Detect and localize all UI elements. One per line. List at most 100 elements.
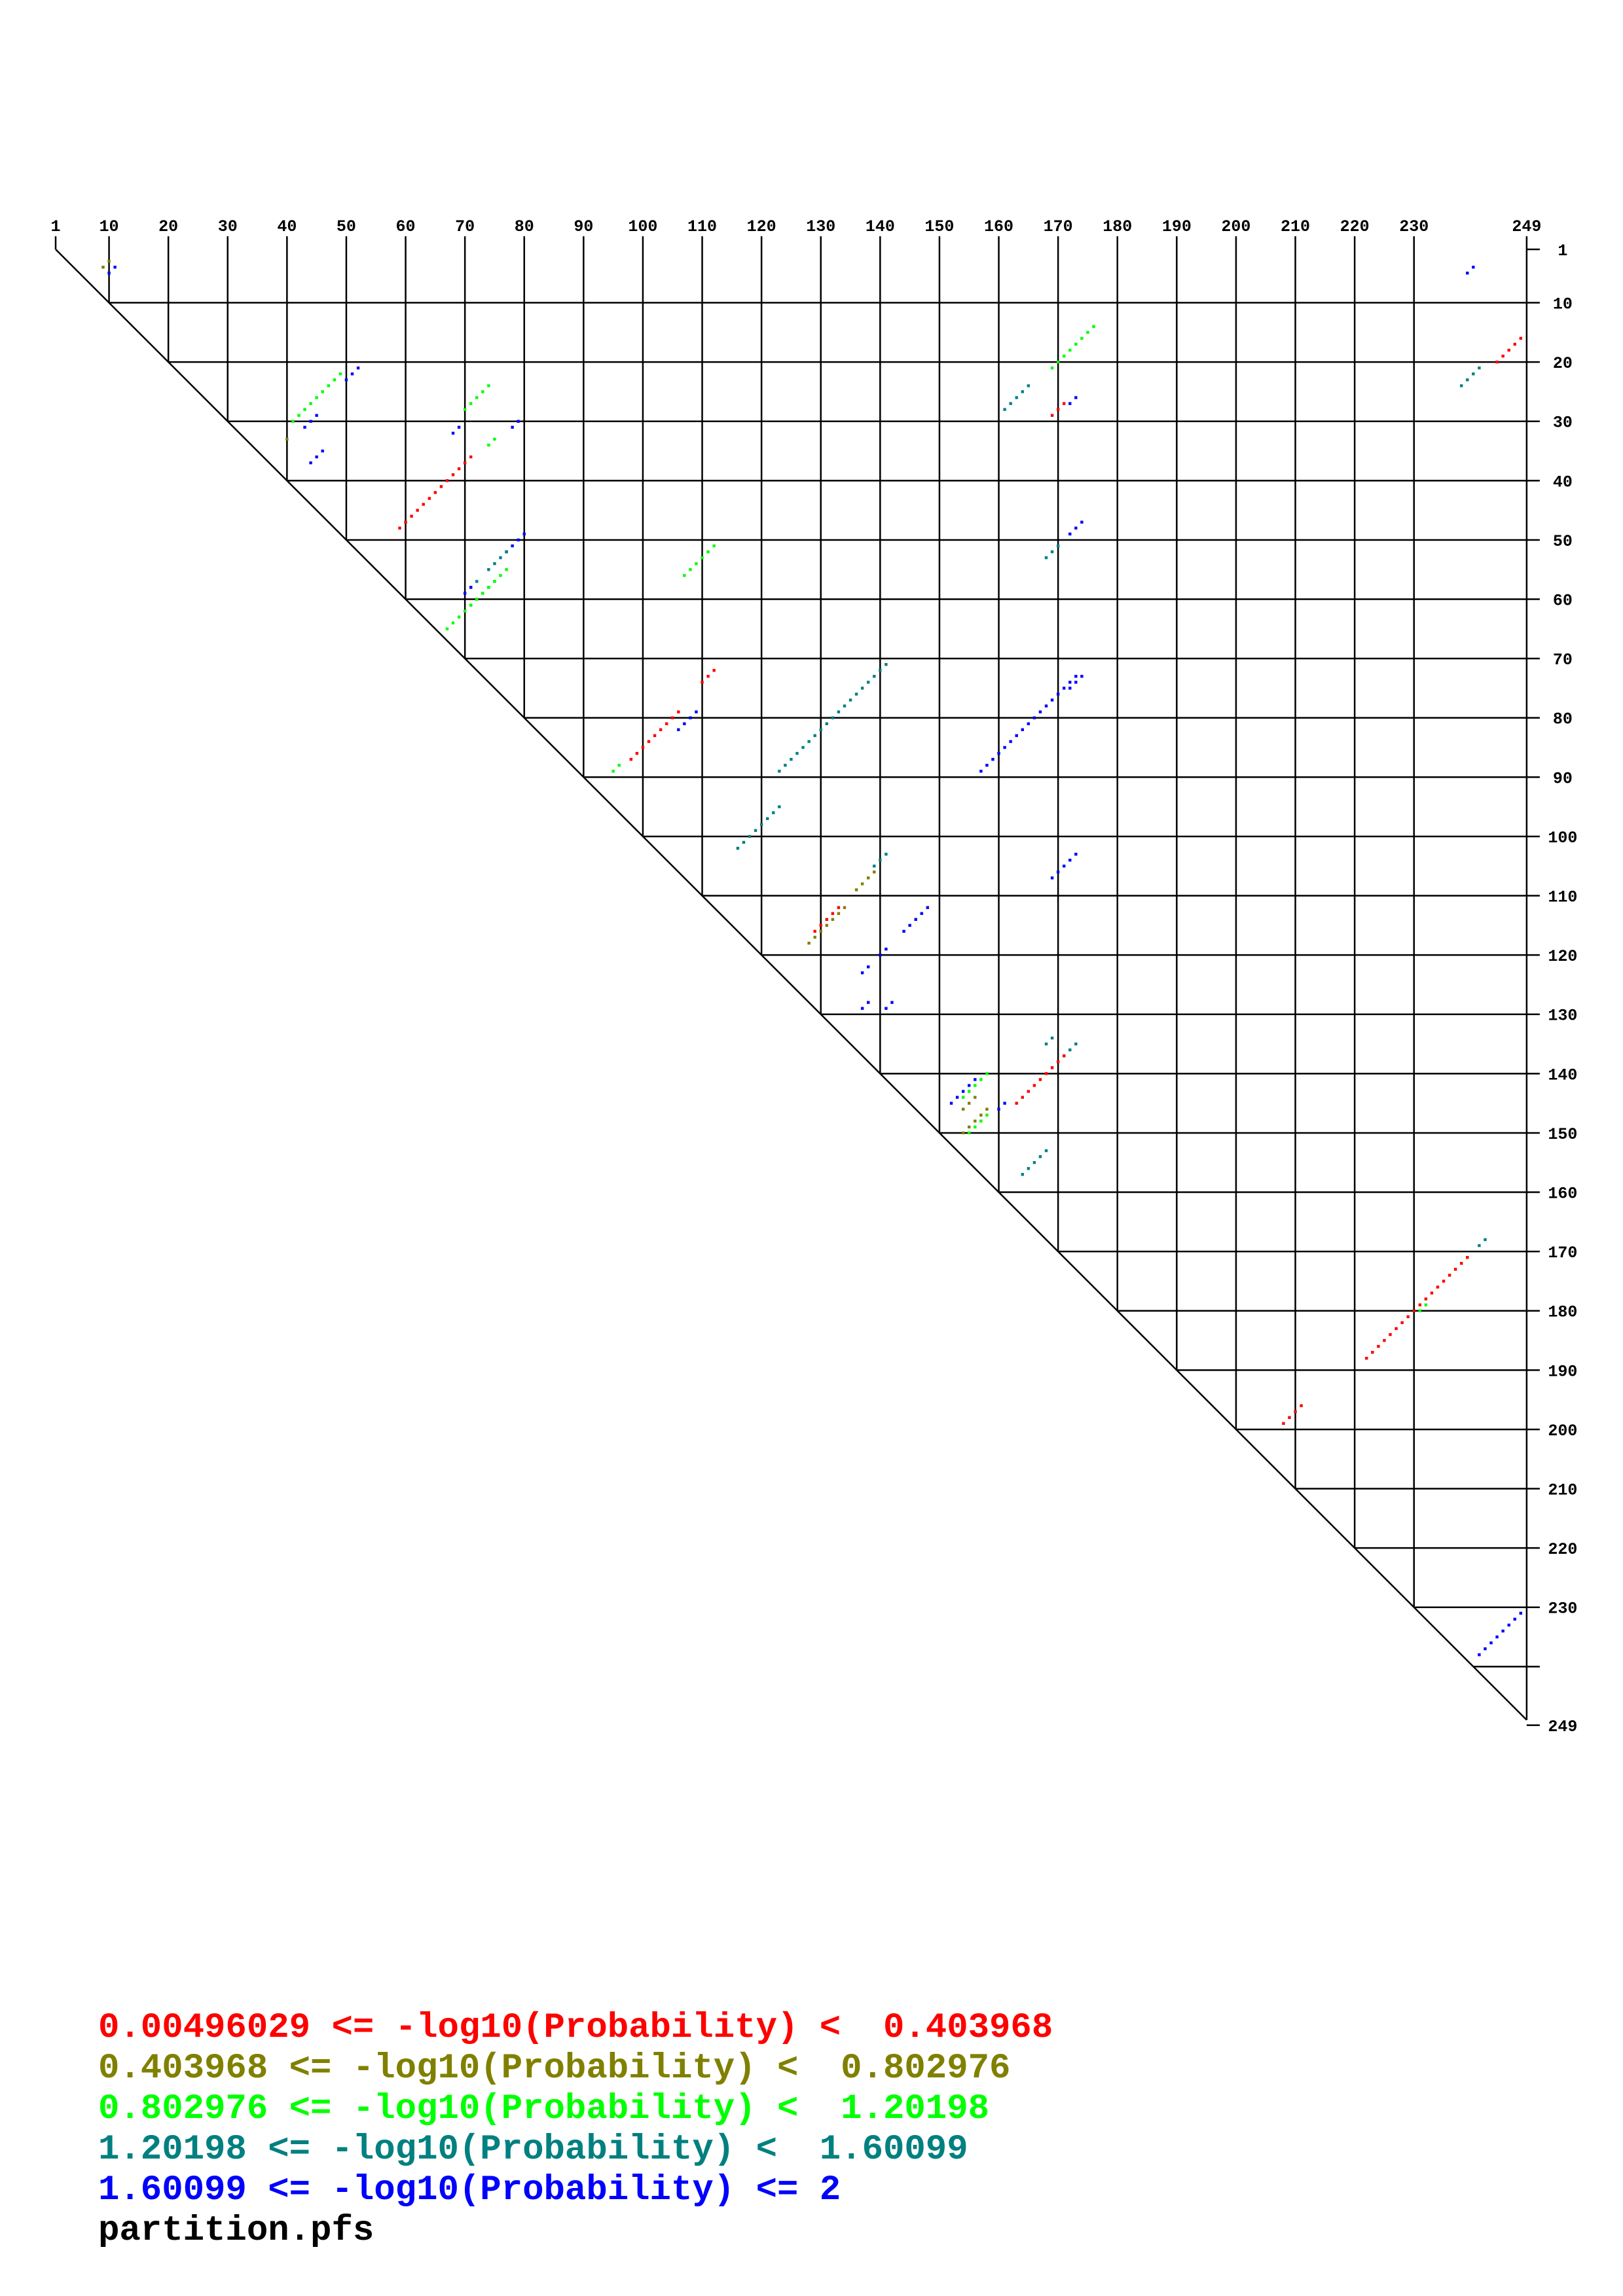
pair-dot: [1436, 1285, 1440, 1289]
pair-dot: [813, 734, 816, 738]
pair-dot: [825, 924, 828, 927]
pair-dot: [1092, 325, 1095, 328]
pair-dot: [671, 716, 674, 719]
pair-dot: [974, 1125, 977, 1129]
x-tick-label: 100: [628, 217, 657, 236]
pair-dot: [350, 372, 354, 376]
pair-dot: [344, 378, 348, 382]
y-tick-label: 200: [1548, 1422, 1577, 1441]
pair-dot: [487, 443, 490, 447]
pair-dot: [1050, 414, 1054, 417]
y-tick-label: 50: [1553, 532, 1573, 551]
pair-dot: [712, 669, 716, 672]
pair-dot: [1044, 556, 1048, 560]
pair-dot: [879, 953, 882, 957]
pair-dot: [1027, 722, 1030, 725]
pair-dot: [333, 378, 337, 382]
pair-dot: [825, 722, 828, 725]
pair-dot: [1080, 520, 1084, 524]
pair-probability-dots: [101, 259, 1523, 1657]
pair-dot: [1038, 1078, 1042, 1081]
pair-dot: [101, 265, 105, 269]
x-tick-label: 110: [687, 217, 717, 236]
pair-dot: [819, 728, 822, 732]
y-tick-label: 190: [1548, 1362, 1577, 1381]
x-tick-label: 249: [1512, 217, 1541, 236]
pair-dot: [1044, 1042, 1048, 1046]
y-tick-label: 249: [1548, 1717, 1577, 1736]
pair-dot: [825, 918, 828, 921]
pair-dot: [635, 751, 639, 755]
pair-dot: [1068, 402, 1072, 405]
pair-dot: [985, 764, 989, 767]
pair-dot: [629, 757, 633, 761]
pair-dot: [955, 1096, 959, 1099]
x-tick-label: 60: [396, 217, 416, 236]
pair-dot: [890, 1001, 894, 1004]
x-tick-label: 10: [100, 217, 119, 236]
pair-dot: [920, 912, 923, 915]
pair-dot: [481, 592, 484, 595]
pair-dot: [1507, 348, 1510, 352]
pair-dot: [1495, 360, 1499, 364]
pair-dot: [1282, 1422, 1285, 1426]
pair-dot: [445, 479, 449, 482]
pair-dot: [1032, 1084, 1036, 1087]
pair-dot: [1412, 1309, 1415, 1312]
x-tick-label: 80: [515, 217, 534, 236]
pair-dot: [1495, 1635, 1499, 1639]
pair-dot: [439, 485, 443, 488]
pair-dot: [315, 455, 318, 459]
pair-dot: [327, 384, 330, 387]
pair-dot: [968, 1084, 971, 1087]
pair-dot: [1472, 372, 1475, 376]
pair-dot: [1027, 1090, 1030, 1093]
pair-dot: [1424, 1297, 1428, 1300]
y-tick-label: 230: [1548, 1600, 1577, 1619]
pair-dot: [1015, 1102, 1018, 1105]
x-tick-label: 30: [218, 217, 238, 236]
pair-dot: [1015, 734, 1018, 738]
pair-dot: [469, 586, 473, 589]
pair-dot: [1074, 1042, 1078, 1046]
pair-dot: [1400, 1321, 1404, 1325]
pair-dot: [754, 829, 757, 833]
pair-dot: [410, 514, 413, 518]
pair-dot: [1044, 704, 1048, 708]
pair-dot: [1032, 1161, 1036, 1164]
pair-dot: [961, 1090, 965, 1093]
pair-dot: [813, 929, 816, 933]
file-name: partition.pfs: [98, 2211, 374, 2251]
pair-dot: [837, 906, 841, 909]
pair-dot: [1050, 1036, 1054, 1040]
pair-dot: [457, 425, 461, 429]
pair-dot: [873, 865, 876, 868]
pair-dot: [772, 811, 775, 814]
pair-dot: [831, 716, 835, 719]
pair-dot: [807, 941, 811, 945]
x-axis-ticks: 1 10 20 30 40 50 60 70 80 90 100 110 120 130 140 150 160…: [50, 217, 1541, 236]
y-tick-label: 110: [1548, 888, 1577, 907]
pair-dot: [843, 906, 847, 909]
legend: 0.00496029 <= -log10(Probability) < 0.40…: [98, 2008, 1053, 2211]
pair-dot: [689, 568, 692, 571]
pair-dot: [860, 687, 864, 690]
pair-dot: [1021, 1173, 1024, 1176]
pair-dot: [819, 924, 822, 927]
pair-dot: [1080, 675, 1084, 678]
pair-dot: [974, 1096, 977, 1099]
pair-dot: [1472, 265, 1475, 269]
y-tick-label: 1: [1558, 242, 1567, 260]
pair-dot: [475, 396, 479, 399]
y-tick-label: 30: [1553, 414, 1573, 433]
y-tick-label: 220: [1548, 1540, 1577, 1559]
x-tick-label: 190: [1162, 217, 1192, 236]
pair-dot: [736, 846, 740, 850]
x-tick-label: 70: [455, 217, 475, 236]
legend-entry: 1.20198 <= -log10(Probability) < 1.60099: [98, 2130, 968, 2170]
pair-dot: [1009, 402, 1012, 405]
pair-dot: [742, 840, 746, 844]
pair-dot: [961, 1131, 965, 1135]
pair-dot: [665, 722, 668, 725]
pair-dot: [1056, 692, 1060, 696]
